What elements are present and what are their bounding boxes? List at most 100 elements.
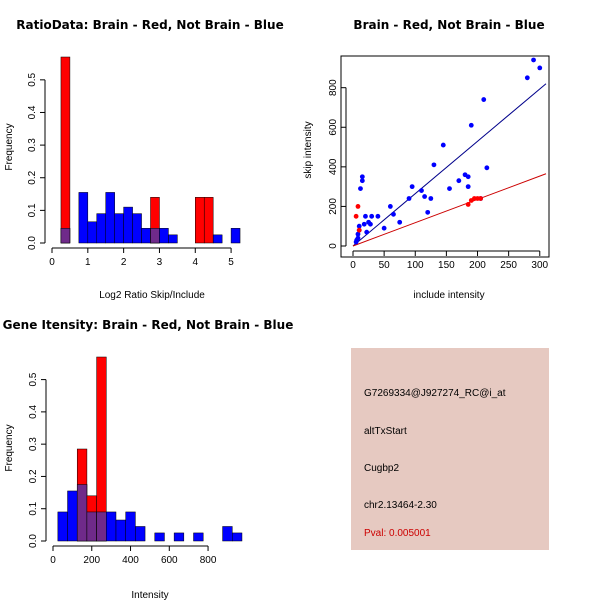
scatter-point-not-brain <box>425 209 431 215</box>
scatter-point-brain <box>356 227 362 233</box>
intensity-overlap-bar <box>86 511 97 542</box>
intensity-x-tick-label: 200 <box>83 555 100 566</box>
scatter-points <box>353 57 543 245</box>
intensity-blue-bar <box>67 490 78 542</box>
scatter-y-tick-label: 600 <box>328 118 339 135</box>
intensity-scatter: Brain - Red, Not Brain - Blue include in… <box>303 18 550 301</box>
ratio-blue-bar <box>141 228 151 244</box>
intensity-histogram-title: Gene Itensity: Brain - Red, Not Brain - … <box>3 318 294 332</box>
ratio-blue-bar <box>212 234 223 244</box>
ratio-y-tick-label: 0.0 <box>27 236 38 250</box>
ratio-x-tick-label: 3 <box>157 257 163 268</box>
intensity-x-tick-label: 600 <box>161 555 178 566</box>
scatter-point-not-brain <box>456 178 462 184</box>
scatter-point-not-brain <box>361 221 367 227</box>
ratio-y-tick-label: 0.3 <box>27 138 38 152</box>
scatter-point-not-brain <box>465 174 471 180</box>
intensity-blue-bar <box>106 511 117 542</box>
intensity-blue-bar <box>222 526 233 542</box>
ratio-histogram-axes: 0 1 2 3 4 5 0.0 0.1 0.2 0.3 0.4 0.5 <box>27 72 234 268</box>
scatter-point-not-brain <box>422 194 427 199</box>
scatter-y-tick-label: 200 <box>328 198 339 215</box>
intensity-blue-bar <box>115 519 126 542</box>
scatter-point-brain <box>465 202 471 207</box>
scatter-point-not-brain <box>406 196 412 201</box>
scatter-point-not-brain <box>397 219 403 225</box>
intensity-y-tick-label: 0.0 <box>28 534 39 548</box>
intensity-blue-bar <box>173 532 185 542</box>
info-panel-background <box>351 348 549 550</box>
ratio-blue-bar <box>114 213 124 244</box>
ratio-histogram-ylabel: Frequency <box>4 123 15 170</box>
intensity-x-tick-label: 0 <box>50 555 56 566</box>
scatter-fit-lines <box>352 83 547 247</box>
scatter-fit-line-not-brain <box>352 83 547 247</box>
intensity-y-tick-label: 0.2 <box>28 469 39 483</box>
scatter-point-not-brain <box>381 225 387 231</box>
scatter-point-not-brain <box>359 178 365 184</box>
ratio-histogram-title: RatioData: Brain - Red, Not Brain - Blue <box>16 18 283 32</box>
scatter-point-not-brain <box>375 213 381 219</box>
intensity-histogram: Gene Itensity: Brain - Red, Not Brain - … <box>3 318 294 600</box>
scatter-point-not-brain <box>531 57 536 63</box>
ratio-histogram-xlabel: Log2 Ratio Skip/Include <box>99 290 205 301</box>
scatter-plot-frame <box>340 55 550 258</box>
scatter-ylabel: skip intensity <box>303 121 314 178</box>
scatter-x-tick-label: 100 <box>407 260 424 271</box>
ratio-blue-bar <box>132 213 142 244</box>
scatter-point-brain <box>355 204 361 209</box>
scatter-x-tick-label: 150 <box>438 260 455 271</box>
scatter-point-not-brain <box>358 186 363 192</box>
scatter-point-not-brain <box>364 229 370 235</box>
scatter-point-not-brain <box>363 213 368 219</box>
scatter-xlabel: include intensity <box>413 290 484 301</box>
ratio-blue-bar <box>230 228 241 244</box>
ratio-y-tick-label: 0.5 <box>27 72 38 86</box>
intensity-x-tick-label: 400 <box>122 555 139 566</box>
ratio-blue-bar <box>123 206 133 244</box>
intensity-blue-bar <box>57 511 68 542</box>
scatter-point-not-brain <box>391 211 396 217</box>
scatter-point-brain <box>478 196 484 201</box>
intensity-histogram-bars <box>57 356 243 542</box>
scatter-x-tick-label: 200 <box>469 260 486 271</box>
scatter-point-not-brain <box>369 213 375 219</box>
intensity-blue-bar <box>125 511 136 542</box>
scatter-point-not-brain <box>440 142 446 148</box>
scatter-point-not-brain <box>447 186 452 192</box>
ratio-x-tick-label: 1 <box>85 257 91 268</box>
scatter-axes: 0 50 100 150 200 250 300 0 200 400 600 800 <box>328 79 549 271</box>
ratio-overlap-bar <box>150 228 160 244</box>
info-location: chr2.13464-2.30 <box>364 500 437 511</box>
intensity-y-tick-label: 0.4 <box>28 404 39 418</box>
ratio-overlap-bar <box>60 228 71 244</box>
scatter-x-tick-label: 0 <box>350 260 356 271</box>
scatter-point-not-brain <box>465 184 471 190</box>
ratio-x-tick-label: 5 <box>228 257 234 268</box>
info-pval: Pval: 0.005001 <box>364 528 431 539</box>
ratio-x-tick-label: 0 <box>49 257 55 268</box>
intensity-histogram-xlabel: Intensity <box>131 590 168 600</box>
intensity-overlap-bar <box>96 511 107 542</box>
ratio-blue-bar <box>78 192 89 244</box>
scatter-x-tick-label: 250 <box>500 260 517 271</box>
scatter-point-brain <box>353 213 359 219</box>
info-probe-id: G7269334@J927274_RC@i_at <box>364 388 506 399</box>
scatter-point-not-brain <box>484 165 490 171</box>
scatter-y-tick-label: 400 <box>328 158 339 175</box>
intensity-y-tick-label: 0.3 <box>28 437 39 451</box>
ratio-blue-bar <box>96 213 106 244</box>
ratio-red-bar <box>60 56 71 244</box>
ratio-y-tick-label: 0.4 <box>27 105 38 119</box>
intensity-blue-bar <box>135 526 146 542</box>
scatter-point-not-brain <box>359 174 365 180</box>
intensity-blue-bar <box>154 532 165 542</box>
intensity-blue-bar <box>232 532 243 542</box>
scatter-y-tick-label: 0 <box>328 243 339 249</box>
ratio-blue-bar <box>159 228 169 244</box>
intensity-histogram-ylabel: Frequency <box>4 424 15 471</box>
intensity-y-tick-label: 0.1 <box>28 501 39 515</box>
scatter-point-not-brain <box>356 223 362 229</box>
ratio-histogram-bars <box>60 56 241 244</box>
